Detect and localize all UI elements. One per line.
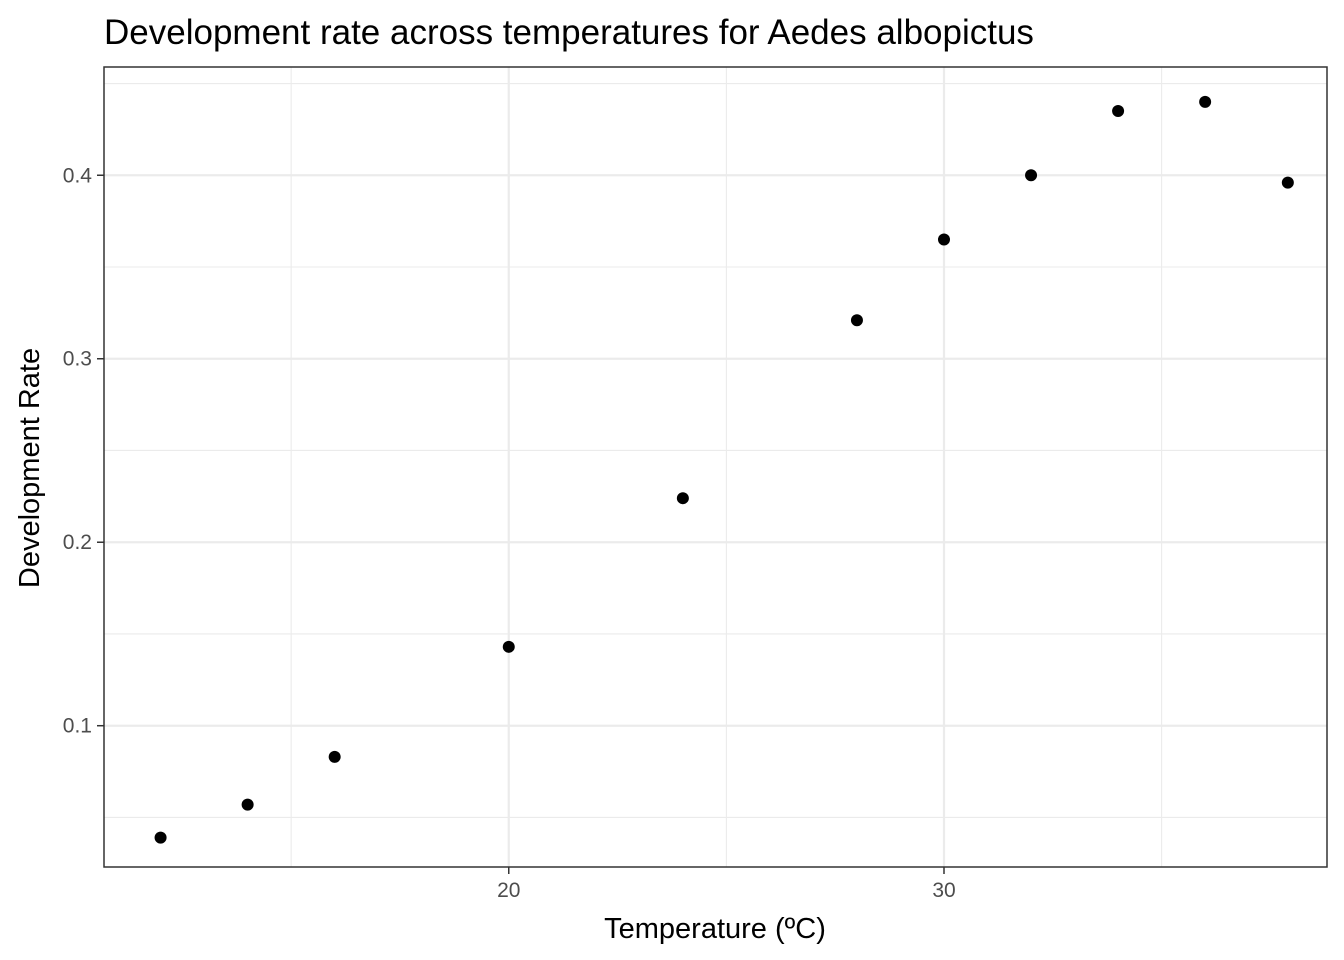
data-point [1025, 169, 1038, 182]
y-tick-label: 0.3 [63, 348, 92, 371]
data-point [1112, 105, 1125, 118]
data-point [328, 750, 341, 763]
data-point [937, 233, 950, 246]
y-tick-label: 0.2 [63, 531, 92, 554]
chart-title: Development rate across temperatures for… [104, 13, 1034, 52]
data-point [676, 492, 689, 505]
data-point [241, 798, 254, 811]
data-point [1281, 176, 1294, 189]
x-axis-title: Temperature (ºC) [604, 913, 826, 945]
y-tick-label: 0.1 [63, 715, 92, 738]
x-axis: 20 30 [497, 867, 956, 902]
y-axis-title: Development Rate [14, 348, 46, 588]
x-tick-label: 30 [932, 879, 955, 902]
data-point [502, 640, 515, 653]
data-point [850, 314, 863, 327]
data-points [154, 95, 1294, 844]
minor-gridlines [104, 67, 1327, 867]
x-tick-label: 20 [497, 879, 520, 902]
major-gridlines [104, 67, 1327, 867]
plot-panel [103, 66, 1328, 868]
data-point [154, 831, 167, 844]
data-point [1199, 95, 1212, 108]
y-axis: 0.1 0.2 0.3 0.4 [63, 164, 104, 738]
y-tick-label: 0.4 [63, 164, 93, 187]
